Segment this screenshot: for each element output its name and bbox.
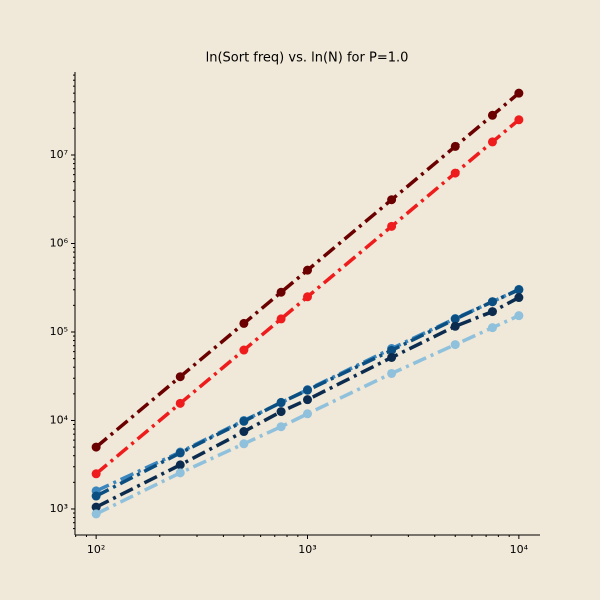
point	[175, 448, 185, 458]
point	[175, 372, 185, 382]
point	[276, 287, 286, 297]
point	[91, 502, 101, 512]
x-tick-label: 10³	[298, 543, 316, 556]
point	[514, 311, 524, 321]
point	[450, 141, 460, 151]
series-line	[95, 314, 520, 516]
point	[387, 221, 397, 231]
y-tick-label: 10⁴	[50, 413, 69, 426]
x-tick-label: 10²	[87, 543, 105, 556]
point	[91, 442, 101, 452]
point	[175, 468, 185, 478]
point	[91, 509, 101, 519]
y-tick-label: 10³	[50, 502, 68, 515]
point	[487, 110, 497, 120]
point	[175, 398, 185, 408]
point	[91, 491, 101, 501]
point	[303, 265, 313, 275]
point	[175, 460, 185, 470]
point	[450, 321, 460, 331]
point	[514, 88, 524, 98]
point	[487, 307, 497, 317]
chart-title: ln(Sort freq) vs. ln(N) for P=1.0	[206, 51, 409, 66]
point	[514, 293, 524, 303]
point	[239, 318, 249, 328]
point	[387, 345, 397, 355]
y-tick-label: 10⁷	[50, 148, 68, 161]
point	[487, 137, 497, 147]
point	[514, 285, 524, 295]
point	[239, 416, 249, 426]
point	[450, 340, 460, 350]
point	[276, 407, 286, 417]
point	[450, 168, 460, 178]
point	[91, 469, 101, 479]
point	[276, 422, 286, 432]
point	[303, 385, 313, 395]
x-tick-label: 10⁴	[510, 543, 529, 556]
point	[303, 292, 313, 302]
point	[487, 323, 497, 333]
point	[450, 314, 460, 324]
point	[387, 195, 397, 205]
point	[276, 314, 286, 324]
point	[276, 397, 286, 407]
point	[239, 427, 249, 437]
point	[239, 439, 249, 449]
point	[303, 409, 313, 419]
point	[387, 352, 397, 362]
y-tick-label: 10⁶	[50, 236, 69, 249]
point	[303, 395, 313, 405]
point	[487, 297, 497, 307]
y-tick-label: 10⁵	[50, 325, 68, 338]
point	[239, 345, 249, 355]
point	[387, 368, 397, 378]
point	[514, 115, 524, 125]
